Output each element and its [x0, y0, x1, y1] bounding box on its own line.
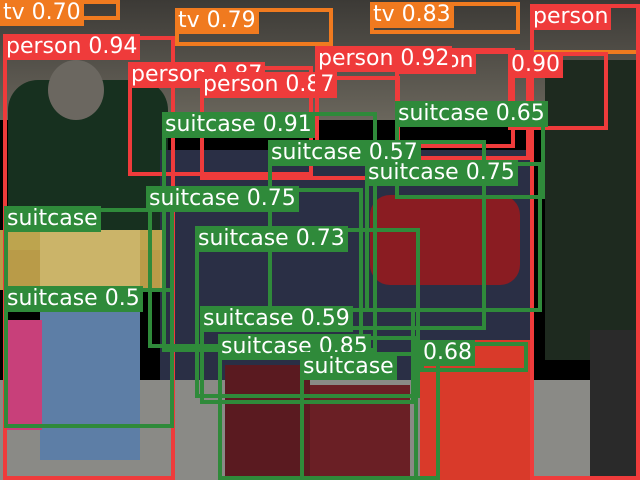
suitcase-front-left	[225, 365, 310, 480]
tv-label: tv 0.70	[0, 0, 84, 26]
suitcase-label: 0.68	[420, 340, 475, 366]
suitcase-label: suitcase 0.65	[395, 101, 548, 127]
person-left-head	[48, 60, 104, 120]
tv-label: tv 0.83	[370, 2, 454, 28]
person-label: person	[530, 4, 612, 30]
red-bag	[370, 195, 520, 285]
suitcase-label: suitcase 0.91	[162, 112, 315, 138]
person-right-coat	[545, 60, 640, 360]
suitcase-label: suitcase	[300, 354, 397, 380]
person-label: person 0.94	[3, 34, 141, 60]
suitcase-label: suitcase 0.73	[195, 226, 348, 252]
person-label: person 0.87	[200, 72, 338, 98]
suitcase-label: suitcase	[4, 206, 101, 232]
person-label: person 0.87	[128, 62, 266, 88]
suitcase-label: suitcase 0.75	[365, 160, 518, 186]
person-right-legs	[590, 330, 640, 480]
suitcase-label: suitcase 0.59	[200, 306, 353, 332]
suitcase-label: suitcase 0.5	[4, 286, 143, 312]
pink-suitcase	[4, 320, 42, 430]
suitcase-label: suitcase 0.57	[268, 140, 421, 166]
tv-label: tv 0.79	[175, 8, 259, 34]
person-label: person 0.92	[315, 46, 453, 72]
ticket-counter	[0, 230, 165, 290]
suitcase-label: suitcase 0.75	[146, 186, 299, 212]
person-label: 0.90	[508, 52, 563, 78]
